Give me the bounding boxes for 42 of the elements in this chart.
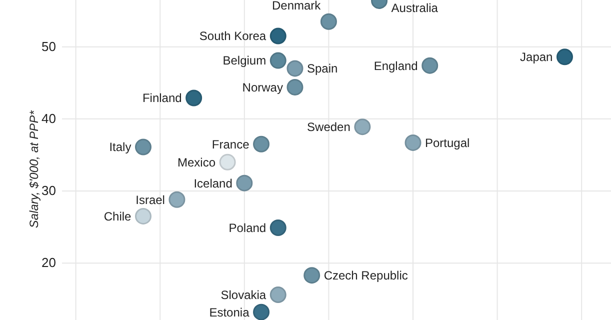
point — [253, 136, 270, 152]
data-label: Czech Republic — [324, 268, 408, 283]
y-tick-label: 40 — [42, 111, 56, 126]
y-tick-label: 30 — [42, 183, 56, 198]
data-label: Italy — [109, 140, 132, 154]
data-label: Japan — [520, 50, 553, 64]
data-label: Portugal — [425, 136, 470, 150]
data-label: Estonia — [209, 305, 250, 320]
data-label: Sweden — [307, 120, 350, 134]
data-label: England — [374, 58, 418, 73]
point — [304, 267, 320, 284]
point — [219, 154, 236, 170]
y-tick-label: 50 — [42, 39, 56, 54]
point — [270, 52, 286, 69]
data-label: Mexico — [178, 155, 216, 170]
point — [556, 48, 573, 66]
data-label: Spain — [306, 62, 338, 76]
data-label: Denmark — [272, 0, 322, 13]
point — [134, 208, 152, 224]
data-label: South Korea — [199, 29, 266, 44]
data-label: Norway — [242, 80, 283, 94]
point — [270, 28, 286, 44]
point — [236, 174, 253, 192]
data-label: France — [212, 137, 250, 152]
point — [404, 134, 422, 151]
point — [286, 60, 304, 77]
data-label: Israel — [136, 192, 165, 207]
point — [186, 90, 202, 106]
point — [270, 286, 286, 304]
data-label: Belgium — [222, 54, 266, 68]
point — [422, 57, 438, 74]
data-label: Finland — [142, 91, 182, 106]
y-axis-title: Salary, $'000, at PPP* — [27, 110, 41, 228]
data-label: Poland — [228, 220, 266, 235]
data-label: Iceland — [194, 176, 232, 190]
data-label: Australia — [391, 1, 438, 16]
data-label: Slovakia — [220, 288, 266, 302]
data-label: Chile — [104, 209, 132, 224]
point — [320, 13, 337, 30]
y-tick-label: 20 — [42, 255, 56, 270]
point — [270, 220, 286, 236]
point — [134, 138, 152, 156]
